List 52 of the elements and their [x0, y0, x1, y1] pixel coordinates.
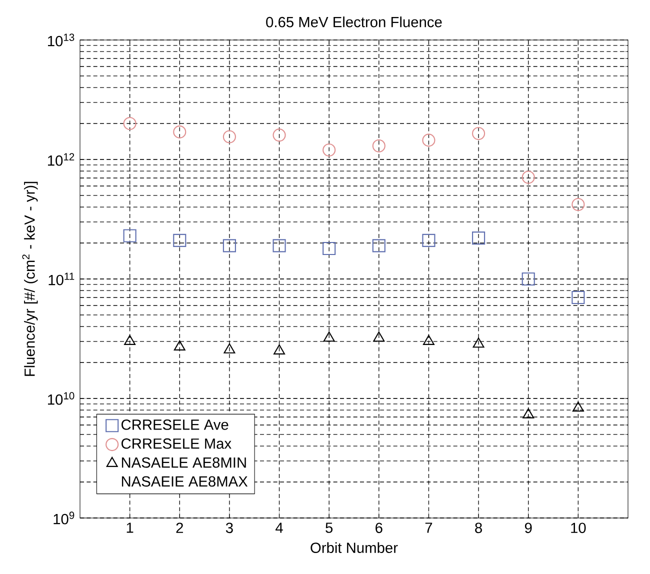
point [422, 334, 434, 345]
point [572, 198, 585, 212]
x-tick-label: 8 [475, 522, 482, 534]
legend-label: CRRESELE Ave [122, 420, 228, 430]
point [322, 143, 336, 157]
point [173, 234, 186, 247]
point [472, 126, 486, 140]
x-tick-label: 4 [276, 522, 283, 533]
x-tick-label: 6 [376, 522, 382, 534]
point [174, 340, 186, 350]
point [422, 134, 436, 147]
point [422, 234, 436, 247]
x-tick-label: 1 [126, 522, 134, 533]
point [372, 239, 386, 252]
point [472, 232, 486, 245]
y-tick-label: 10$^{13}$ [48, 34, 74, 46]
point [323, 332, 335, 342]
point [222, 130, 236, 144]
x-tick-label: 5 [326, 522, 333, 533]
y-axis-title: Fluence/yr [#/ (cm$^{2}$ - keV - yr)] [22, 182, 38, 376]
point [472, 338, 484, 348]
legend-label: CRRESELE Max [122, 438, 232, 449]
point [274, 344, 286, 354]
chart-title: 0.65 MeV Electron Fluence [266, 16, 442, 28]
point [322, 242, 336, 256]
point [123, 229, 136, 242]
point [222, 239, 236, 252]
y-tick-label: 10$^{10}$ [48, 392, 74, 405]
legend-label: NASAEIE AE8MAX [122, 476, 248, 487]
point [224, 343, 236, 354]
x-axis-title: Orbit Number [310, 542, 398, 553]
point [272, 128, 286, 142]
point [173, 125, 186, 138]
point [272, 239, 286, 252]
point [123, 116, 136, 130]
point [572, 402, 584, 412]
point [372, 139, 386, 152]
point [522, 170, 535, 184]
x-tick-label: 3 [226, 522, 233, 534]
point [522, 408, 534, 418]
x-tick-label: 7 [425, 522, 432, 533]
x-tick-label: 2 [176, 522, 183, 533]
point [572, 290, 585, 304]
y-tick-label: 10$^{11}$ [48, 272, 74, 286]
legend-label: NASAELE AE8MIN [122, 457, 246, 468]
x-tick-label: 9 [524, 522, 532, 534]
y-tick-label: 10$^{9}$ [54, 512, 74, 524]
point [373, 332, 385, 342]
point [124, 334, 136, 345]
x-tick-label: 10 [571, 522, 586, 534]
y-tick-label: 10$^{12}$ [48, 153, 74, 166]
point [522, 272, 535, 286]
